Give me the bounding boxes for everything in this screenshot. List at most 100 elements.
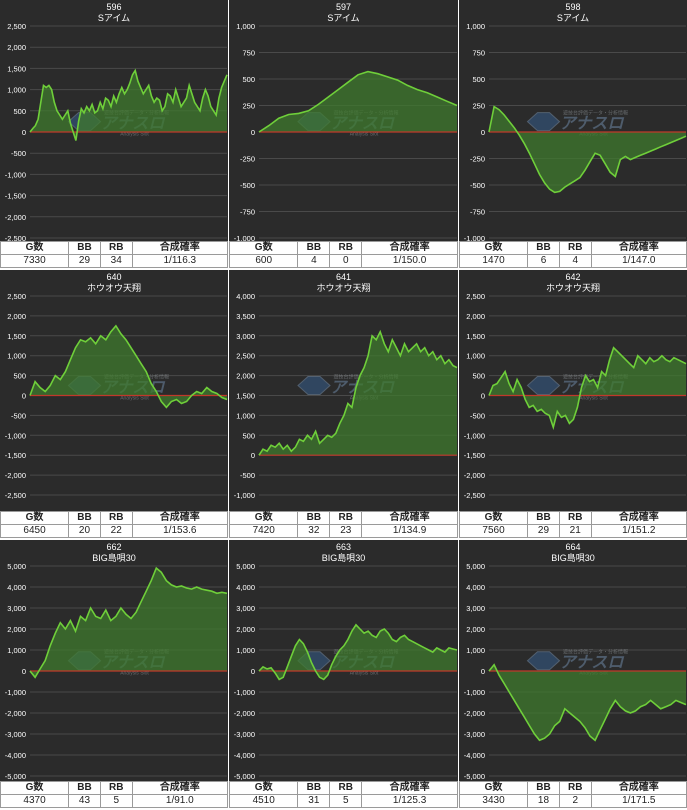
machine-number: 598: [565, 2, 580, 12]
series-area: [259, 331, 457, 456]
machine-panel: 640 ホウオウ天翔 2,500 2,000 1,500 1,000 500 0 -500 -1,…: [0, 270, 228, 512]
stats-header: BB: [68, 241, 101, 255]
stats-header: 合成確率: [131, 511, 229, 525]
y-tick-label: -2,000: [234, 709, 255, 718]
y-tick-label: -1,000: [5, 688, 26, 697]
y-tick-label: -2,500: [464, 491, 485, 500]
stats-value: 21: [558, 524, 592, 538]
y-tick-label: 1,000: [7, 86, 26, 95]
y-tick-label: -5,000: [234, 772, 255, 781]
y-tick-label: 0: [22, 128, 26, 137]
series-area: [489, 347, 686, 428]
y-tick-label: 1,000: [236, 22, 255, 31]
stats-table: G数 BB RB 合成確率 7330 29 34 1/116.3: [0, 241, 229, 268]
y-tick-label: -1,000: [234, 491, 255, 500]
svg-text:Analysis Slot: Analysis Slot: [120, 132, 149, 138]
y-tick-label: 500: [242, 75, 255, 84]
y-tick-label: 1,000: [466, 22, 485, 31]
y-tick-label: 4,000: [7, 583, 26, 592]
y-tick-label: 250: [472, 102, 485, 111]
y-tick-label: -1,000: [5, 431, 26, 440]
stats-header: RB: [99, 781, 133, 795]
stats-header: 合成確率: [590, 241, 687, 255]
series-line: [488, 663, 687, 742]
svg-text:アナスロ: アナスロ: [560, 116, 625, 133]
y-tick-label: 500: [13, 372, 26, 381]
y-tick-label: 4,000: [236, 292, 255, 301]
machine-panel: 597 Sアイム 1,000 750 500 250 0 -250 -500 -750 -1,000…: [229, 0, 458, 255]
y-tick-label: -500: [240, 181, 255, 190]
svg-text:遊技台評価データ・分析情報: 遊技台評価データ・分析情報: [563, 374, 628, 381]
stats-value: 1/134.9: [361, 524, 458, 538]
machine-panel: 596 Sアイム 2,500 2,000 1,500 1,000 500 0 -500 -1,00…: [0, 0, 228, 255]
y-tick-label: 0: [481, 128, 485, 137]
y-tick-label: -1,000: [464, 688, 485, 697]
stats-header: BB: [527, 241, 560, 255]
stats-header: G数: [0, 511, 70, 525]
y-tick-label: -1,000: [464, 431, 485, 440]
y-tick-label: 2,500: [236, 352, 255, 361]
stats-value: 32: [297, 524, 331, 538]
machine-panel: 598 Sアイム 1,000 750 500 250 0 -250 -500 -750 -1,000…: [459, 0, 687, 255]
y-tick-label: 750: [242, 49, 255, 58]
stats-header: 合成確率: [590, 781, 687, 795]
svg-text:アナスロ: アナスロ: [560, 655, 625, 672]
y-tick-label: -2,000: [5, 709, 26, 718]
y-tick-label: 4,000: [466, 583, 485, 592]
y-tick-label: -2,500: [5, 234, 26, 243]
stats-header: RB: [329, 511, 363, 525]
machine-panel: 663 BIG島唄30 5,000 4,000 3,000 2,000 1,000 0 -1,0…: [229, 540, 458, 793]
machine-name: Sアイム: [327, 13, 359, 23]
stats-value: 29: [527, 524, 560, 538]
y-tick-label: 500: [13, 107, 26, 116]
y-tick-label: 1,000: [7, 352, 26, 361]
machine-name: BIG島唄30: [551, 552, 595, 563]
stats-header: 合成確率: [590, 511, 687, 525]
stats-value: 1/125.3: [361, 794, 458, 808]
series-area: [259, 71, 457, 132]
y-tick-label: -4,000: [464, 751, 485, 760]
y-tick-label: 2,500: [7, 22, 26, 31]
stats-table: G数 BB RB 合成確率 6450 20 22 1/153.6: [0, 511, 229, 538]
machine-number: 662: [106, 542, 121, 552]
y-tick-label: -2,000: [464, 709, 485, 718]
stats-header: RB: [558, 511, 592, 525]
stats-header: BB: [297, 781, 331, 795]
stats-header: BB: [68, 781, 101, 795]
y-tick-label: 2,500: [466, 292, 485, 301]
y-tick-label: 1,500: [236, 392, 255, 401]
y-tick-label: 500: [242, 431, 255, 440]
y-tick-label: 0: [251, 667, 255, 676]
stats-header: G数: [458, 511, 529, 525]
series-line: [29, 324, 228, 409]
machine-number: 641: [336, 272, 351, 282]
series-area: [30, 568, 227, 678]
stats-header: G数: [458, 241, 529, 255]
y-tick-label: 5,000: [466, 562, 485, 571]
stats-value: 1/171.5: [590, 794, 687, 808]
stats-value: 1/91.0: [131, 794, 229, 808]
series-line: [29, 68, 228, 141]
y-tick-label: 250: [242, 102, 255, 111]
svg-text:Analysis Slot: Analysis Slot: [120, 671, 149, 677]
stats-value: 4: [297, 254, 331, 268]
stats-header: RB: [558, 781, 592, 795]
y-tick-label: 2,000: [7, 43, 26, 52]
y-tick-label: -500: [240, 471, 255, 480]
machine-panel: 642 ホウオウ天翔 2,500 2,000 1,500 1,000 500 0 -500 -1,…: [459, 270, 687, 512]
y-tick-label: 2,000: [466, 625, 485, 634]
series-line: [29, 566, 228, 679]
y-tick-label: -1,000: [234, 234, 255, 243]
stats-value: 1/151.2: [590, 524, 687, 538]
y-tick-label: -5,000: [464, 772, 485, 781]
stats-value: 5: [329, 794, 363, 808]
y-tick-label: 0: [251, 451, 255, 460]
stats-value: 4: [558, 254, 592, 268]
y-tick-label: -2,000: [464, 471, 485, 480]
stats-table: G数 BB RB 合成確率 7560 29 21 1/151.2: [458, 511, 687, 538]
y-tick-label: 2,000: [7, 312, 26, 321]
